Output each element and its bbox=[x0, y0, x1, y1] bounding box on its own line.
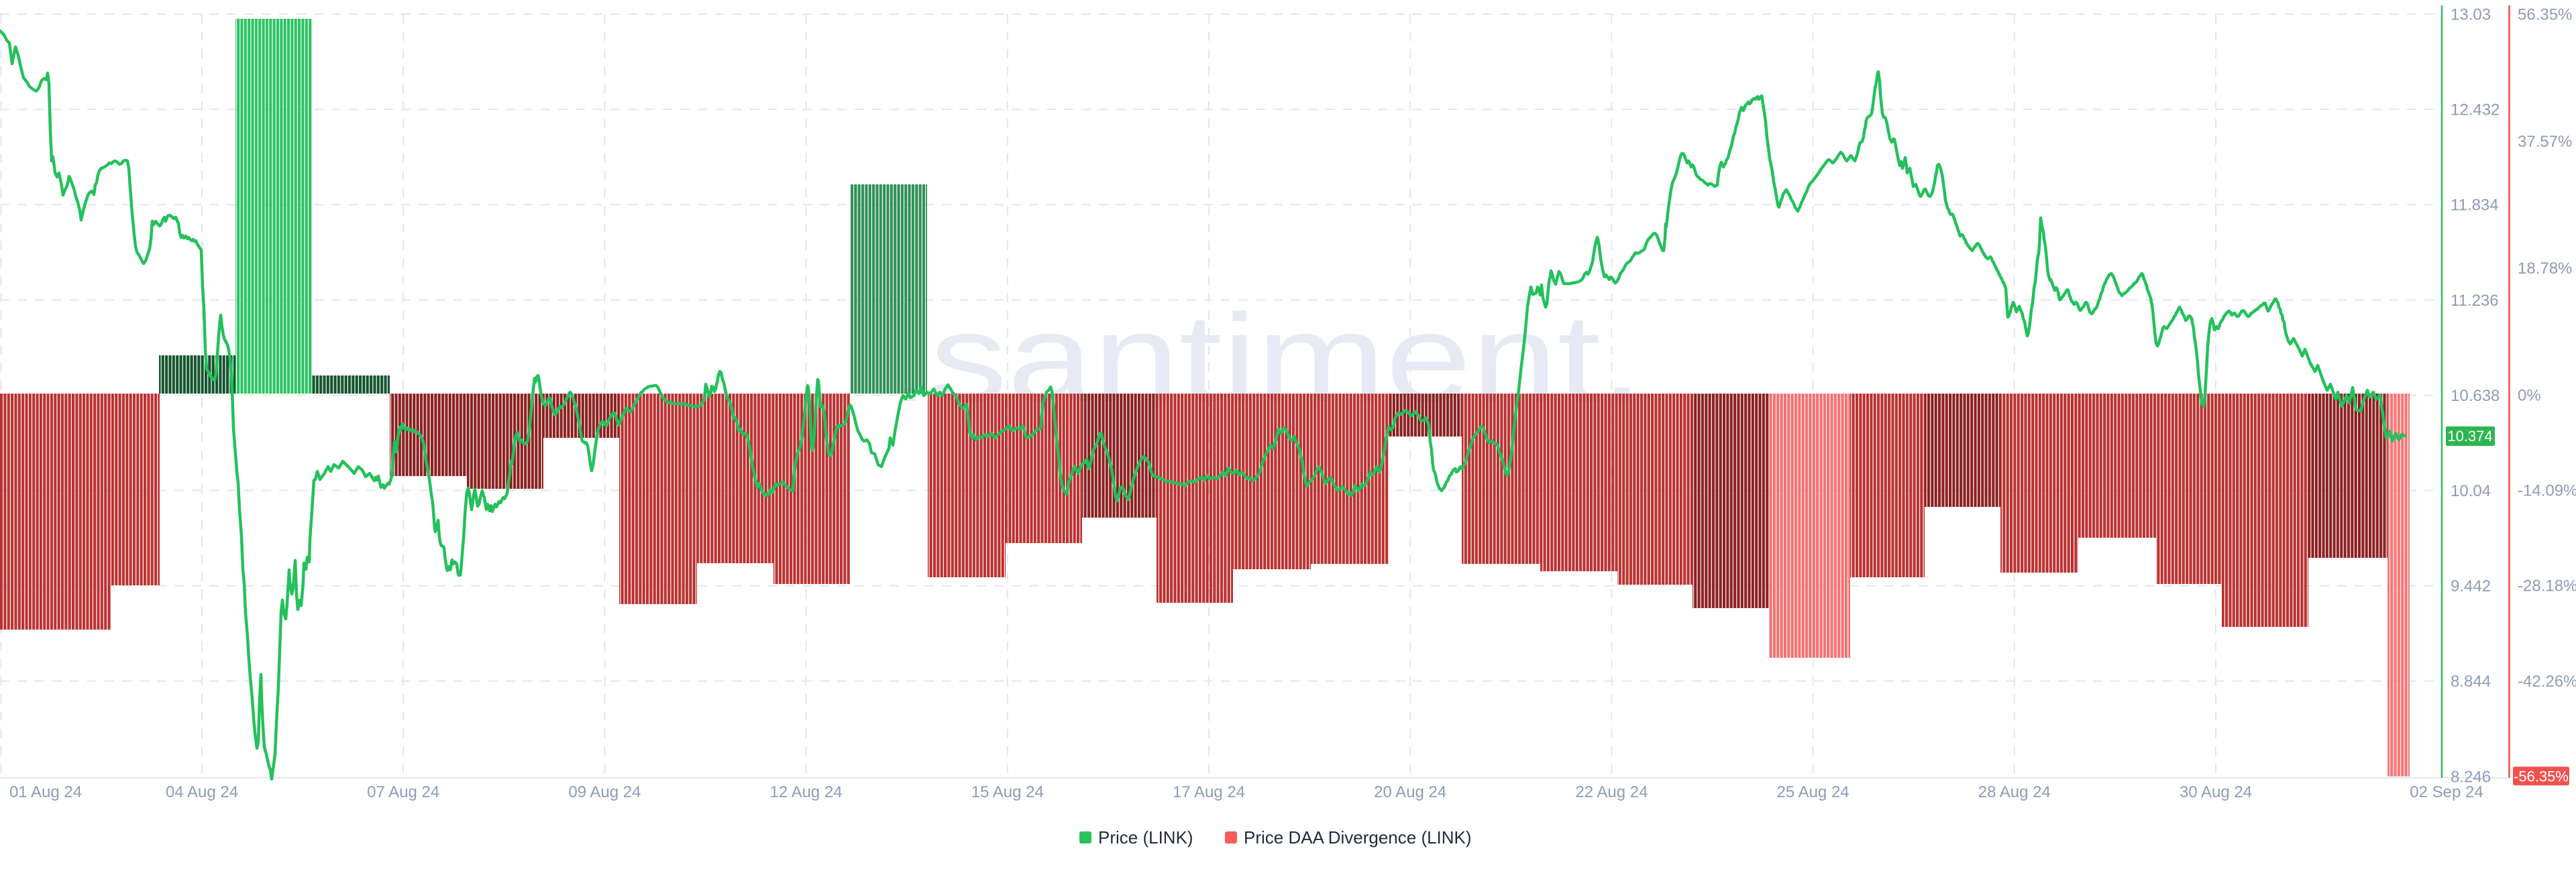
svg-text:Price DAA Divergence (LINK): Price DAA Divergence (LINK) bbox=[1244, 827, 1472, 848]
svg-text:11.236: 11.236 bbox=[2451, 292, 2499, 310]
svg-text:-14.09%: -14.09% bbox=[2518, 482, 2576, 500]
svg-text:8.844: 8.844 bbox=[2451, 673, 2491, 691]
svg-text:04 Aug 24: 04 Aug 24 bbox=[166, 783, 238, 801]
svg-text:13.03: 13.03 bbox=[2451, 6, 2491, 24]
svg-text:20 Aug 24: 20 Aug 24 bbox=[1374, 783, 1446, 801]
svg-text:37.57%: 37.57% bbox=[2518, 133, 2572, 151]
svg-text:11.834: 11.834 bbox=[2451, 196, 2499, 215]
svg-text:-42.26%: -42.26% bbox=[2518, 673, 2576, 691]
svg-text:9.442: 9.442 bbox=[2451, 577, 2491, 595]
svg-text:56.35%: 56.35% bbox=[2518, 6, 2572, 24]
svg-text:15 Aug 24: 15 Aug 24 bbox=[971, 783, 1044, 801]
svg-text:30 Aug 24: 30 Aug 24 bbox=[2180, 783, 2252, 801]
svg-text:Price (LINK): Price (LINK) bbox=[1098, 827, 1193, 848]
svg-text:12.432: 12.432 bbox=[2451, 101, 2500, 119]
svg-text:-28.18%: -28.18% bbox=[2518, 577, 2576, 595]
svg-text:01 Aug 24: 01 Aug 24 bbox=[9, 783, 82, 801]
svg-text:25 Aug 24: 25 Aug 24 bbox=[1777, 783, 1849, 801]
svg-text:02 Sep 24: 02 Sep 24 bbox=[2410, 783, 2483, 801]
svg-text:17 Aug 24: 17 Aug 24 bbox=[1173, 783, 1245, 801]
svg-text:8.246: 8.246 bbox=[2451, 768, 2491, 786]
svg-text:28 Aug 24: 28 Aug 24 bbox=[1978, 783, 2051, 801]
svg-text:10.374: 10.374 bbox=[2447, 428, 2492, 445]
svg-text:10.04: 10.04 bbox=[2451, 482, 2491, 500]
svg-text:12 Aug 24: 12 Aug 24 bbox=[770, 783, 843, 801]
svg-text:-56.35%: -56.35% bbox=[2514, 768, 2569, 784]
svg-text:22 Aug 24: 22 Aug 24 bbox=[1575, 783, 1648, 801]
svg-text:07 Aug 24: 07 Aug 24 bbox=[367, 783, 439, 801]
svg-text:0%: 0% bbox=[2518, 387, 2541, 405]
svg-text:10.638: 10.638 bbox=[2451, 387, 2500, 405]
svg-text:18.78%: 18.78% bbox=[2518, 259, 2572, 278]
svg-text:09 Aug 24: 09 Aug 24 bbox=[568, 783, 641, 801]
